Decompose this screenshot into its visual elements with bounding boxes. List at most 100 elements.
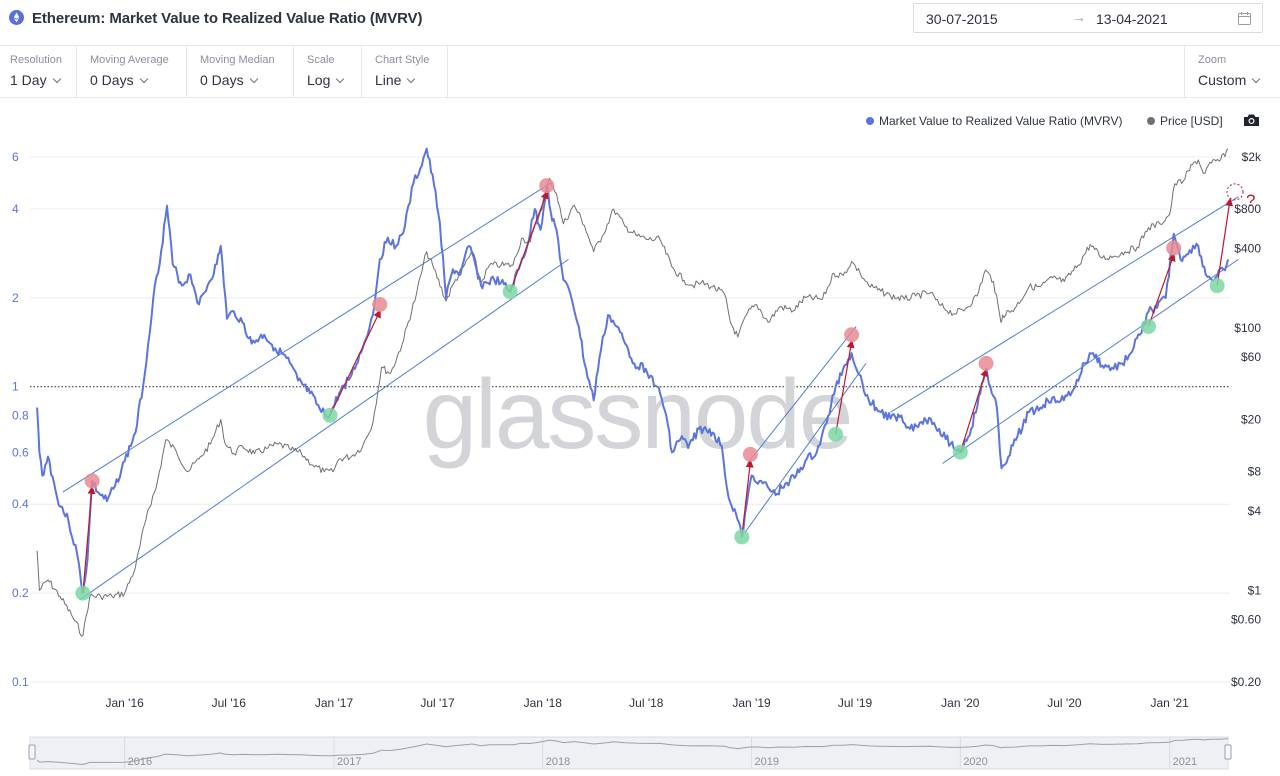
trough-marker <box>502 284 518 300</box>
trend-arrow <box>509 190 549 292</box>
y-right-tick-label: $0.60 <box>1231 612 1261 626</box>
x-tick-label: Jul '17 <box>420 696 455 710</box>
channel-lines <box>62 182 1239 601</box>
trend-arrow <box>835 339 855 435</box>
navigator[interactable]: 2016 2017 2018 2019 2020 2021 <box>28 736 1232 770</box>
ethereum-icon <box>9 10 24 25</box>
channel-line <box>942 258 1239 464</box>
y-right-tick-label: $20 <box>1241 413 1261 427</box>
chart-style-value[interactable]: Line <box>375 72 416 88</box>
y-right-tick-label: $0.20 <box>1231 675 1261 689</box>
question-mark: ? <box>1246 191 1255 210</box>
y-right-tick-label: $400 <box>1234 242 1261 256</box>
y-left-tick-label: 0.6 <box>12 445 29 459</box>
mvrv-series-line <box>36 147 1229 595</box>
date-arrow-icon: → <box>1072 9 1086 25</box>
camera-icon[interactable] <box>1243 113 1260 127</box>
y-left-tick-label: 0.2 <box>12 586 29 600</box>
trend-arrow <box>741 459 754 537</box>
navigator-handle[interactable] <box>28 744 36 760</box>
moving-median-label: Moving Median <box>200 54 275 66</box>
y-right-tick-label: $8 <box>1248 465 1262 479</box>
moving-average-label: Moving Average <box>90 54 169 66</box>
x-tick-label: Jan '16 <box>105 696 144 710</box>
peak-marker <box>978 355 994 371</box>
projected-peak-marker <box>1226 183 1244 201</box>
y-left-tick-label: 4 <box>12 202 19 216</box>
legend-label: Price [USD] <box>1160 114 1223 128</box>
x-tick-label: Jul '18 <box>629 696 664 710</box>
channel-line <box>890 196 1239 413</box>
x-tick-label: Jan '19 <box>732 696 771 710</box>
y-left-tick-label: 0.8 <box>12 408 29 422</box>
y-right-tick-label: $2k <box>1242 150 1262 164</box>
chart-style-select[interactable]: Chart Style Line <box>362 46 448 98</box>
peak-marker <box>844 327 860 343</box>
navigator-track[interactable] <box>29 736 1229 770</box>
moving-average-select[interactable]: Moving Average 0 Days <box>77 46 187 98</box>
moving-median-value[interactable]: 0 Days <box>200 72 258 88</box>
trend-arrow <box>82 485 96 594</box>
x-tick-label: Jul '16 <box>212 696 247 710</box>
scale-select[interactable]: Scale Log <box>294 46 362 98</box>
trough-marker <box>734 529 750 545</box>
navigator-year-label: 2016 <box>128 756 152 768</box>
legend-dot <box>866 117 874 125</box>
y-left-tick-label: 0.1 <box>12 675 29 689</box>
navigator-price-line <box>36 738 1229 766</box>
moving-median-select[interactable]: Moving Median 0 Days <box>187 46 294 98</box>
page-title: Ethereum: Market Value to Realized Value… <box>32 10 423 27</box>
trend-arrow <box>959 368 989 453</box>
scale-label: Scale <box>307 54 335 66</box>
axes: 6 4 2 1 0.8 0.6 0.4 0.2 0.1 $2k $800 $400 $100 $60 $20… <box>12 150 1262 710</box>
x-tick-label: Jan '20 <box>941 696 980 710</box>
chart-header: Ethereum: Market Value to Realized Value… <box>0 0 1280 46</box>
resolution-label: Resolution <box>10 54 62 66</box>
zoom-select[interactable]: Zoom Custom <box>1184 46 1280 98</box>
y-left-tick-label: 0.4 <box>12 497 29 511</box>
trend-arrow <box>1147 253 1176 327</box>
trough-marker <box>1209 278 1225 294</box>
peak-marker <box>1166 240 1182 256</box>
navigator-year-label: 2021 <box>1173 756 1197 768</box>
channel-line <box>744 363 867 534</box>
navigator-handle[interactable] <box>1224 744 1232 760</box>
y-right-tick-label: $4 <box>1248 504 1262 518</box>
zoom-value[interactable]: Custom <box>1198 72 1261 88</box>
scale-value[interactable]: Log <box>307 72 345 88</box>
chart-toolbar: Resolution 1 Day Moving Average 0 Days M… <box>0 46 1280 98</box>
trough-marker <box>75 585 91 601</box>
series-lines <box>36 147 1229 637</box>
navigator-year-label: 2018 <box>546 756 570 768</box>
legend-item-mvrv[interactable]: Market Value to Realized Value Ratio (MV… <box>866 114 1122 128</box>
moving-average-value[interactable]: 0 Days <box>90 72 148 88</box>
chart-style-label: Chart Style <box>375 54 430 66</box>
peak-marker <box>84 473 100 489</box>
resolution-select[interactable]: Resolution 1 Day <box>0 46 77 98</box>
x-tick-label: Jan '21 <box>1150 696 1189 710</box>
calendar-icon[interactable] <box>1238 12 1251 25</box>
glassnode-watermark: glassnode <box>423 359 852 469</box>
date-end-input[interactable]: 13-04-2021 <box>1096 11 1168 27</box>
y-left-tick-label: 1 <box>12 380 19 394</box>
annotation-markers: ? <box>75 178 1255 601</box>
resolution-value[interactable]: 1 Day <box>10 72 61 88</box>
projected-arrow <box>1216 197 1234 286</box>
date-start-input[interactable]: 30-07-2015 <box>926 11 998 27</box>
trend-arrow <box>329 309 381 416</box>
peak-marker <box>539 178 555 194</box>
channel-line <box>747 326 857 464</box>
y-left-tick-label: 6 <box>12 150 19 164</box>
peak-marker <box>372 296 388 312</box>
y-left-tick-label: 2 <box>12 291 19 305</box>
navigator-year-label: 2019 <box>755 756 779 768</box>
legend-item-price[interactable]: Price [USD] <box>1147 114 1223 128</box>
y-right-tick-label: $1 <box>1248 583 1262 597</box>
y-right-tick-label: $100 <box>1234 321 1261 335</box>
x-tick-label: Jul '19 <box>838 696 873 710</box>
y-right-tick-label: $60 <box>1241 350 1261 364</box>
x-tick-label: Jan '17 <box>315 696 354 710</box>
x-tick-label: Jul '20 <box>1047 696 1082 710</box>
date-range-picker[interactable]: 30-07-2015 → 13-04-2021 <box>913 3 1263 33</box>
